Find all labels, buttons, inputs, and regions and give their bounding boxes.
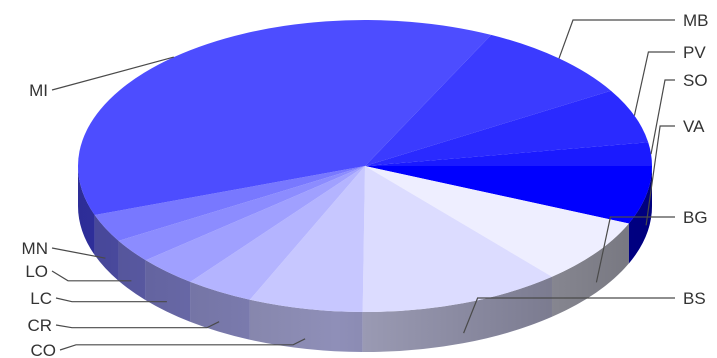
leader-line-bg [595, 216, 675, 283]
pie-slice-mn [94, 166, 366, 241]
slice-labels: VA BG BS CO CR LC LO MN MI MB PV SO [22, 11, 709, 358]
leader-line-mb [558, 19, 675, 59]
leader-line-lo [51, 270, 132, 282]
slice-label-so: SO [683, 71, 708, 90]
leader-line-mi [51, 56, 174, 91]
slice-label-lc: LC [30, 289, 52, 308]
leader-lines [51, 19, 675, 351]
pie-slice-lc [145, 166, 365, 282]
leader-line-so [650, 79, 675, 155]
pie-slice-pv [365, 90, 649, 166]
slice-label-va: VA [683, 117, 705, 136]
leader-line-bs [463, 297, 675, 334]
pie-slice-mi [77, 19, 492, 216]
pie-slice-bg [365, 166, 629, 277]
slice-label-mi: MI [29, 81, 48, 100]
slice-label-pv: PV [683, 43, 706, 62]
leader-line-va [645, 125, 675, 226]
leader-line-mn [51, 247, 106, 259]
slice-label-cr: CR [27, 316, 52, 335]
leader-line-pv [633, 51, 675, 116]
slice-label-bs: BS [683, 289, 706, 308]
pie-side-shading [78, 166, 652, 352]
slice-label-co: CO [31, 341, 57, 358]
pie-slice-bs [362, 166, 552, 313]
pie-slice-cr [190, 166, 365, 300]
slice-label-bg: BG [683, 208, 708, 227]
pie-sides [78, 166, 652, 353]
pie-top [77, 19, 652, 313]
slice-label-mb: MB [683, 11, 709, 30]
pie-slice-so [365, 142, 652, 166]
slice-label-lo: LO [25, 262, 48, 281]
pie-slice-lo [118, 166, 365, 261]
pie-slice-va [365, 166, 652, 224]
leader-line-co [59, 338, 306, 351]
slice-label-mn: MN [22, 239, 48, 258]
pie-slice-co [249, 166, 365, 312]
pie-slice-mb [365, 34, 611, 166]
leader-line-lc [55, 297, 167, 303]
leader-line-cr [55, 321, 220, 329]
